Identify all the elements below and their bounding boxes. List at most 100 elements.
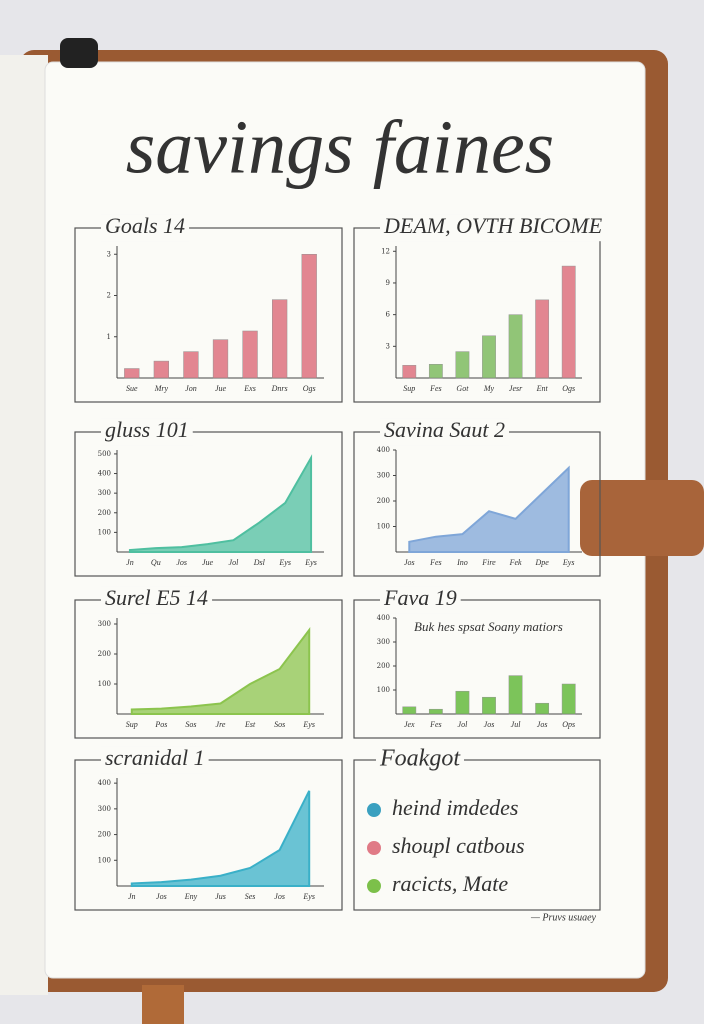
y-tick-label: 200 — [377, 497, 390, 505]
x-tick-label: Jue — [215, 384, 227, 393]
x-tick-label: Jesr — [509, 384, 523, 393]
x-tick-label: Eys — [302, 892, 315, 901]
y-tick-label: 400 — [98, 470, 111, 478]
x-tick-label: Ent — [536, 384, 549, 393]
y-tick-label: 9 — [386, 279, 390, 287]
bar — [402, 365, 417, 379]
x-tick-label: Fes — [429, 720, 442, 729]
y-tick-label: 200 — [98, 650, 111, 658]
title-bg — [101, 418, 193, 446]
bar — [428, 708, 443, 715]
bookmark — [142, 985, 184, 1024]
y-tick-label: 3 — [107, 250, 111, 258]
x-tick-label: Ogs — [562, 384, 575, 393]
x-tick-label: Sup — [403, 384, 415, 393]
x-tick-label: Fes — [429, 558, 442, 567]
page-title: savings faines — [126, 105, 555, 189]
y-tick-label: 100 — [98, 528, 111, 536]
x-tick-label: Ops — [562, 720, 575, 729]
x-tick-label: Eys — [302, 720, 315, 729]
bar — [561, 265, 576, 379]
bar — [428, 364, 443, 379]
x-tick-label: Fes — [429, 384, 442, 393]
panel-title: DEAM, OVTH BICOME — [383, 213, 603, 238]
x-tick-label: Ses — [245, 892, 256, 901]
x-tick-label: Ogs — [303, 384, 316, 393]
x-tick-label: Qu — [151, 558, 161, 567]
y-tick-label: 100 — [98, 856, 111, 864]
panel-title: Fava 19 — [383, 585, 457, 610]
bar — [402, 706, 417, 715]
area — [408, 465, 570, 553]
x-tick-label: Sos — [185, 720, 196, 729]
y-tick-label: 400 — [377, 446, 390, 454]
x-tick-label: Sup — [126, 720, 138, 729]
x-tick-label: Jn — [126, 558, 134, 567]
x-tick-label: Jol — [458, 720, 469, 729]
bar — [482, 335, 496, 379]
panel-title: Surel E5 14 — [105, 585, 208, 610]
bar — [153, 360, 169, 379]
y-tick-label: 300 — [377, 638, 390, 646]
panel-title: Savina Saut 2 — [384, 417, 505, 442]
bar — [183, 351, 199, 379]
y-tick-label: 300 — [377, 472, 390, 480]
title-bg — [101, 586, 213, 614]
area — [130, 627, 311, 715]
y-tick-label: 200 — [377, 662, 390, 670]
title-bg — [376, 745, 464, 775]
y-tick-label: 2 — [107, 292, 111, 300]
x-tick-label: Jol — [229, 558, 240, 567]
bar — [455, 351, 470, 379]
legend-label: heind imdedes — [392, 795, 518, 820]
title-bg — [380, 418, 509, 446]
x-tick-label: Jon — [185, 384, 197, 393]
y-tick-label: 200 — [98, 831, 111, 839]
x-tick-label: Jos — [537, 720, 548, 729]
bar — [242, 330, 258, 379]
panel-title: Goals 14 — [105, 213, 185, 238]
legend-swatch — [367, 803, 381, 817]
panel-title: scranidal 1 — [105, 745, 205, 770]
bar — [272, 299, 288, 379]
bar — [561, 683, 576, 715]
x-tick-label: Jus — [215, 892, 226, 901]
y-tick-label: 300 — [98, 620, 111, 628]
bar — [455, 690, 470, 715]
bar — [508, 675, 523, 715]
title-bg — [380, 214, 607, 242]
x-tick-label: Jos — [274, 892, 285, 901]
panel-frame — [74, 431, 343, 577]
legend-frame — [353, 759, 601, 911]
x-tick-label: Exs — [243, 384, 256, 393]
area — [128, 454, 313, 553]
x-tick-label: Jre — [216, 720, 226, 729]
x-tick-label: Jue — [202, 558, 214, 567]
panel-frame — [353, 599, 601, 739]
y-tick-label: 200 — [98, 509, 111, 517]
legend-swatch — [367, 879, 381, 893]
y-tick-label: 3 — [386, 342, 390, 350]
bar — [212, 339, 229, 379]
x-tick-label: Sue — [126, 384, 138, 393]
bar — [482, 696, 496, 715]
y-tick-label: 6 — [386, 311, 391, 319]
x-tick-label: Dnrs — [271, 384, 288, 393]
bar — [535, 299, 550, 379]
title-bg — [101, 746, 209, 774]
y-tick-label: 400 — [98, 779, 111, 787]
y-tick-label: 100 — [377, 523, 390, 531]
panel-title: Foakgot — [379, 746, 461, 772]
legend-swatch — [367, 841, 381, 855]
x-tick-label: Sos — [274, 720, 285, 729]
x-tick-label: Pos — [154, 720, 167, 729]
y-tick-label: 300 — [98, 805, 111, 813]
x-tick-label: Fire — [481, 558, 496, 567]
x-tick-label: Dsl — [253, 558, 266, 567]
bar — [124, 368, 140, 379]
x-tick-label: My — [483, 384, 495, 393]
bar — [301, 254, 317, 379]
title-bg — [101, 214, 190, 242]
